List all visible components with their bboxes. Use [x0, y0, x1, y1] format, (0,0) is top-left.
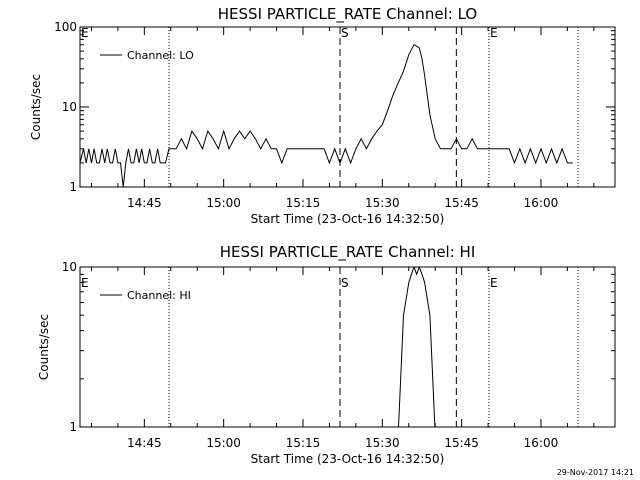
x-tick-label: 15:30	[365, 196, 400, 210]
marker-label: E	[490, 276, 498, 290]
marker-label: E	[81, 276, 89, 290]
series-line	[398, 267, 436, 427]
x-tick-label: 15:45	[444, 436, 479, 450]
x-tick-label: 15:15	[286, 436, 321, 450]
y-tick-label: 10	[62, 260, 77, 274]
x-tick-label: 14:45	[127, 436, 162, 450]
chart-title: HESSI PARTICLE_RATE Channel: LO	[218, 5, 477, 24]
y-axis-label: Counts/sec	[29, 74, 43, 140]
chart-title: HESSI PARTICLE_RATE Channel: HI	[220, 243, 476, 262]
y-tick-label: 1	[69, 420, 77, 434]
x-tick-label: 15:00	[206, 196, 241, 210]
x-tick-label: 16:00	[524, 436, 559, 450]
chart-panel-lo: HESSI PARTICLE_RATE Channel: LO Start Tim…	[29, 5, 616, 226]
legend: Channel: LO	[100, 49, 194, 62]
x-tick-label: 15:45	[444, 196, 479, 210]
footer-timestamp: 29-Nov-2017 14:21	[557, 468, 634, 477]
legend-label: Channel: LO	[127, 49, 194, 62]
x-tick-label: 15:30	[365, 436, 400, 450]
marker-label: S	[341, 276, 349, 290]
x-tick-label: 14:45	[127, 196, 162, 210]
legend-label: Channel: HI	[127, 289, 191, 302]
x-tick-label: 15:00	[206, 436, 241, 450]
y-tick-label: 100	[54, 20, 77, 34]
x-tick-label: 16:00	[524, 196, 559, 210]
y-tick-label: 1	[69, 180, 77, 194]
x-axis-label: Start Time (23-Oct-16 14:32:50)	[251, 452, 445, 466]
legend: Channel: HI	[100, 289, 191, 302]
marker-label: E	[490, 26, 498, 40]
x-axis-label: Start Time (23-Oct-16 14:32:50)	[251, 212, 445, 226]
chart-panel-hi: HESSI PARTICLE_RATE Channel: HI Start Tim…	[37, 243, 616, 466]
marker-label: S	[341, 26, 349, 40]
y-tick-label: 10	[62, 100, 77, 114]
series-line	[80, 44, 573, 187]
marker-label: E	[81, 26, 89, 40]
y-axis-label: Counts/sec	[37, 314, 51, 380]
plot-frame	[79, 266, 616, 428]
x-tick-label: 15:15	[286, 196, 321, 210]
